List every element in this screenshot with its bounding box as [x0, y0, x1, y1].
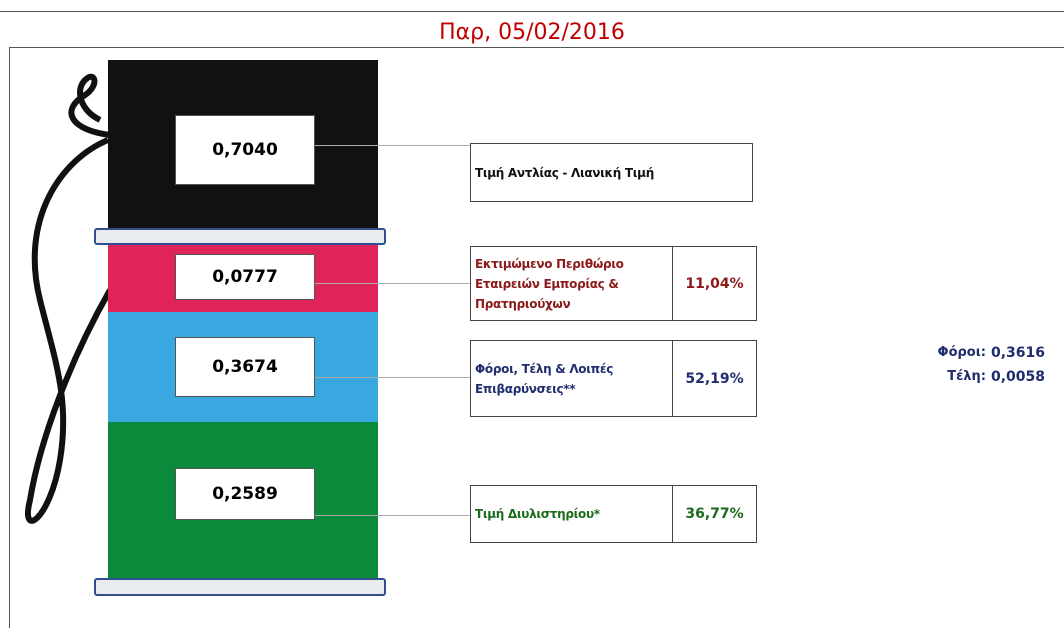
breakdown-label: Φόροι:: [937, 345, 986, 360]
margin-percent: 11,04%: [673, 246, 757, 321]
frame-top: [9, 47, 1064, 48]
retail-label: Τιμή Αντλίας - Λιανική Τιμή: [470, 143, 753, 202]
refinery-percent: 36,77%: [673, 485, 757, 543]
margin-value: 0,0777: [175, 254, 315, 300]
pump-base: [94, 578, 386, 596]
taxes-percent: 52,19%: [673, 340, 757, 417]
hose-line: [25, 73, 113, 524]
connector: [315, 377, 470, 378]
taxes-value: 0,3674: [175, 337, 315, 397]
top-rule: [0, 11, 1064, 12]
frame-left: [9, 47, 10, 628]
refinery-label: Τιμή Διυλιστηρίου*: [470, 485, 673, 543]
margin-label: Εκτιμώμενο Περιθώριο Εταιρειών Εμπορίας …: [470, 246, 673, 321]
connector: [315, 283, 470, 284]
pump-cap: [94, 228, 386, 245]
connector: [315, 515, 470, 516]
retail-value: 0,7040: [175, 115, 315, 185]
refinery-value: 0,2589: [175, 468, 315, 520]
date-title: Παρ, 05/02/2016: [439, 20, 625, 45]
breakdown-label: Τέλη:: [947, 369, 986, 384]
breakdown-value: 0,3616: [991, 345, 1046, 361]
breakdown-value: 0,0058: [991, 369, 1046, 385]
taxes-label: Φόροι, Τέλη & Λοιπές Επιβαρύνσεις**: [470, 340, 673, 417]
connector: [315, 145, 470, 146]
